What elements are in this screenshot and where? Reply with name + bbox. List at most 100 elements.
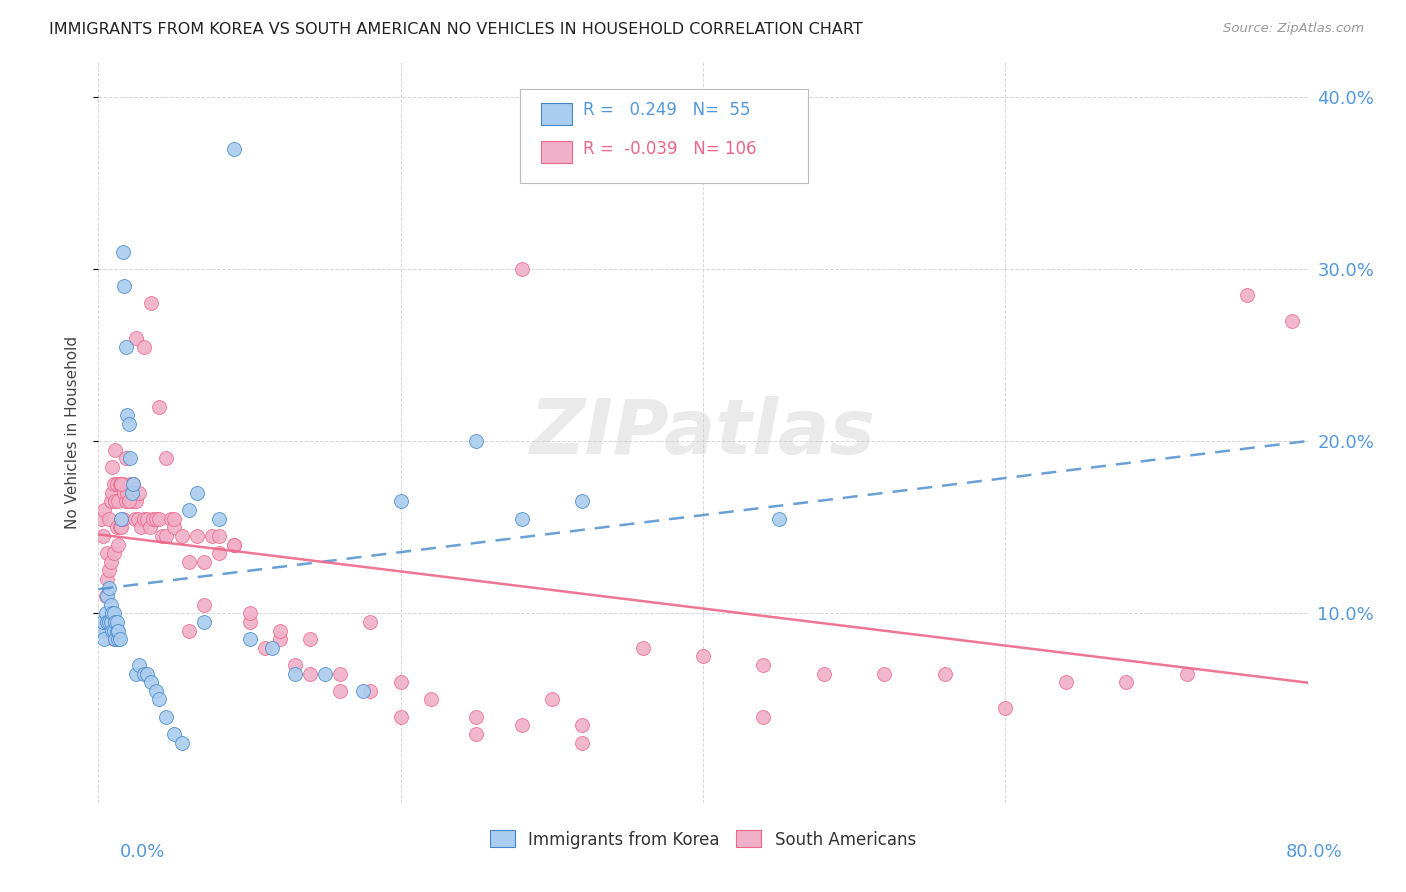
- Point: [170, 529, 193, 543]
- Point: [127, 512, 149, 526]
- Y-axis label: No Vehicles in Household: No Vehicles in Household: [65, 336, 80, 529]
- Point: [114, 339, 136, 353]
- Point: [103, 632, 125, 647]
- Point: [145, 512, 167, 526]
- Point: [510, 512, 533, 526]
- Point: [104, 615, 127, 629]
- Point: [389, 675, 412, 690]
- Point: [94, 624, 117, 638]
- Point: [1054, 675, 1077, 690]
- Point: [208, 512, 231, 526]
- Point: [873, 666, 896, 681]
- Point: [179, 503, 201, 517]
- Point: [239, 615, 262, 629]
- Point: [107, 624, 129, 638]
- Point: [125, 331, 148, 345]
- Point: [135, 512, 157, 526]
- Point: [132, 339, 155, 353]
- Point: [103, 477, 125, 491]
- Point: [100, 494, 122, 508]
- Point: [150, 529, 173, 543]
- Point: [128, 486, 150, 500]
- Point: [132, 512, 155, 526]
- Point: [994, 701, 1017, 715]
- Point: [692, 649, 714, 664]
- Point: [114, 451, 136, 466]
- Point: [118, 494, 141, 508]
- Point: [262, 640, 284, 655]
- Point: [112, 279, 135, 293]
- Point: [110, 520, 132, 534]
- Point: [193, 555, 215, 569]
- Point: [105, 477, 128, 491]
- Point: [98, 581, 121, 595]
- Text: R =   0.249   N=  55: R = 0.249 N= 55: [583, 101, 751, 119]
- Point: [163, 727, 186, 741]
- Point: [208, 529, 231, 543]
- Point: [329, 666, 352, 681]
- Point: [465, 727, 488, 741]
- Point: [100, 615, 122, 629]
- Point: [1175, 666, 1198, 681]
- Point: [239, 607, 262, 621]
- Point: [110, 512, 132, 526]
- Point: [111, 244, 134, 259]
- Point: [139, 520, 162, 534]
- Point: [224, 537, 246, 551]
- Point: [98, 615, 121, 629]
- Point: [1115, 675, 1137, 690]
- Point: [352, 684, 374, 698]
- Point: [186, 486, 208, 500]
- Point: [510, 718, 533, 732]
- Point: [108, 632, 131, 647]
- Point: [360, 615, 382, 629]
- Point: [420, 692, 443, 706]
- Point: [100, 555, 122, 569]
- Point: [122, 477, 145, 491]
- Point: [193, 598, 215, 612]
- Point: [105, 520, 128, 534]
- Point: [110, 477, 132, 491]
- Point: [118, 494, 141, 508]
- Point: [571, 735, 593, 749]
- Point: [104, 494, 127, 508]
- Point: [571, 718, 593, 732]
- Point: [101, 486, 124, 500]
- Point: [105, 624, 128, 638]
- Legend: Immigrants from Korea, South Americans: Immigrants from Korea, South Americans: [484, 823, 922, 855]
- Point: [389, 709, 412, 723]
- Point: [160, 512, 183, 526]
- Point: [107, 537, 129, 551]
- Point: [118, 417, 141, 431]
- Point: [163, 512, 186, 526]
- Point: [253, 640, 276, 655]
- Point: [179, 624, 201, 638]
- Point: [148, 692, 170, 706]
- Point: [208, 546, 231, 560]
- Point: [101, 460, 124, 475]
- Point: [155, 451, 177, 466]
- Point: [768, 512, 790, 526]
- Point: [314, 666, 336, 681]
- Point: [1281, 314, 1303, 328]
- Point: [114, 494, 136, 508]
- Point: [934, 666, 956, 681]
- Text: 80.0%: 80.0%: [1286, 843, 1343, 861]
- Text: IMMIGRANTS FROM KOREA VS SOUTH AMERICAN NO VEHICLES IN HOUSEHOLD CORRELATION CHA: IMMIGRANTS FROM KOREA VS SOUTH AMERICAN …: [49, 22, 863, 37]
- Point: [148, 512, 170, 526]
- Point: [93, 632, 115, 647]
- Point: [98, 512, 121, 526]
- Point: [100, 598, 122, 612]
- Point: [96, 589, 118, 603]
- Point: [120, 451, 142, 466]
- Text: Source: ZipAtlas.com: Source: ZipAtlas.com: [1223, 22, 1364, 36]
- Point: [163, 520, 186, 534]
- Text: ZIPatlas: ZIPatlas: [530, 396, 876, 469]
- Point: [148, 400, 170, 414]
- Point: [108, 477, 131, 491]
- Point: [96, 615, 118, 629]
- Point: [201, 529, 224, 543]
- Point: [110, 477, 132, 491]
- Point: [145, 684, 167, 698]
- Point: [141, 296, 163, 310]
